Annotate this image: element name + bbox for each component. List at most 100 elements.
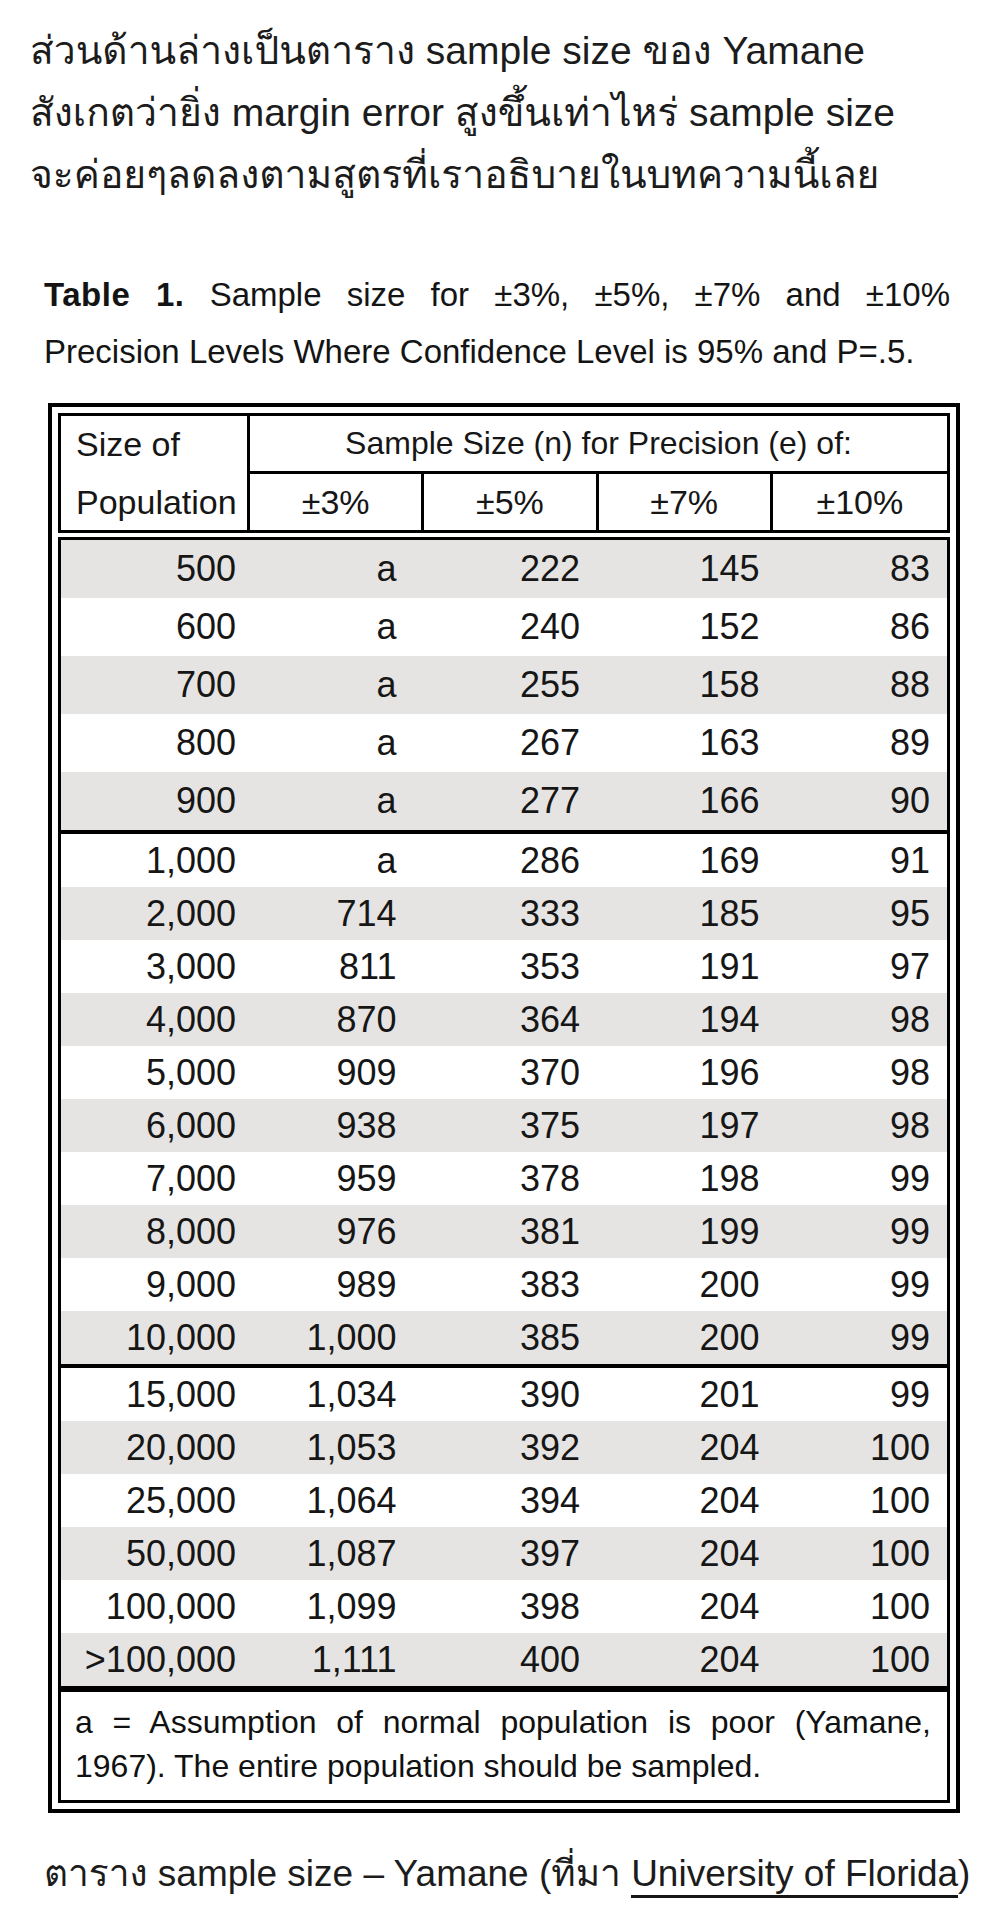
table-row: 10,0001,00038520099 <box>61 1311 947 1364</box>
intro-line: จะค่อยๆลดลงตามสูตรที่เราอธิบายในบทความนี… <box>30 144 980 206</box>
sample-size-cell: 370 <box>427 1052 601 1094</box>
sample-size-cell: 198 <box>600 1158 774 1200</box>
sample-size-cell: 98 <box>774 1105 948 1147</box>
table-row: 500a22214583 <box>61 540 947 598</box>
population-header-line1: Size of <box>76 425 243 464</box>
sample-size-cell: 152 <box>600 606 774 648</box>
population-cell: 8,000 <box>61 1211 253 1253</box>
sample-size-cell: 199 <box>600 1211 774 1253</box>
population-cell: 600 <box>61 606 253 648</box>
population-cell: 7,000 <box>61 1158 253 1200</box>
sample-size-cell: a <box>253 548 427 590</box>
precision-header-row: ±3% ±5% ±7% ±10% <box>250 474 947 530</box>
sample-size-cell: 1,111 <box>253 1639 427 1681</box>
table-row: 5,00090937019698 <box>61 1046 947 1099</box>
population-cell: 3,000 <box>61 946 253 988</box>
sample-size-cell: 98 <box>774 1052 948 1094</box>
population-cell: 1,000 <box>61 840 253 882</box>
sample-size-cell: 169 <box>600 840 774 882</box>
sample-size-cell: a <box>253 840 427 882</box>
row-group: 15,0001,0343902019920,0001,0533922041002… <box>61 1364 947 1686</box>
sample-size-cell: 99 <box>774 1317 948 1359</box>
sample-size-cell: 1,099 <box>253 1586 427 1628</box>
precision-header-group: Sample Size (n) for Precision (e) of: ±3… <box>250 416 947 530</box>
sample-size-cell: 240 <box>427 606 601 648</box>
sample-size-cell: 909 <box>253 1052 427 1094</box>
bottom-caption-prefix: ตาราง sample size – Yamane (ที่มา <box>44 1853 631 1894</box>
sample-size-cell: 100 <box>774 1533 948 1575</box>
sample-size-cell: 158 <box>600 664 774 706</box>
precision-header-10pct: ±10% <box>773 474 947 530</box>
sample-size-cell: 86 <box>774 606 948 648</box>
sample-size-cell: 100 <box>774 1480 948 1522</box>
span-header: Sample Size (n) for Precision (e) of: <box>250 416 947 474</box>
table-row: 9,00098938320099 <box>61 1258 947 1311</box>
population-column-header: Size of Population <box>61 416 250 530</box>
sample-size-cell: 98 <box>774 999 948 1041</box>
sample-size-cell: 88 <box>774 664 948 706</box>
sample-size-cell: 185 <box>600 893 774 935</box>
sample-size-cell: 870 <box>253 999 427 1041</box>
bottom-caption-suffix: ) <box>958 1853 970 1894</box>
intro-paragraph: ส่วนด้านล่างเป็นตาราง sample size ของ Ya… <box>30 20 980 206</box>
row-group: 1,000a286169912,000714333185953,00081135… <box>61 830 947 1364</box>
sample-size-cell: 99 <box>774 1211 948 1253</box>
table-row: 800a26716389 <box>61 714 947 772</box>
sample-size-cell: 392 <box>427 1427 601 1469</box>
sample-size-cell: 100 <box>774 1586 948 1628</box>
table-row: 1,000a28616991 <box>61 834 947 887</box>
sample-size-cell: 398 <box>427 1586 601 1628</box>
sample-size-cell: 989 <box>253 1264 427 1306</box>
population-cell: 20,000 <box>61 1427 253 1469</box>
sample-size-cell: 204 <box>600 1427 774 1469</box>
table-row: 600a24015286 <box>61 598 947 656</box>
sample-size-cell: 286 <box>427 840 601 882</box>
sample-size-cell: 91 <box>774 840 948 882</box>
sample-size-cell: 99 <box>774 1158 948 1200</box>
sample-size-cell: 196 <box>600 1052 774 1094</box>
table-row: 700a25515888 <box>61 656 947 714</box>
population-cell: 5,000 <box>61 1052 253 1094</box>
population-cell: 50,000 <box>61 1533 253 1575</box>
sample-size-cell: 163 <box>600 722 774 764</box>
population-cell: 2,000 <box>61 893 253 935</box>
sample-size-cell: 145 <box>600 548 774 590</box>
sample-size-cell: a <box>253 722 427 764</box>
table-row: 900a27716690 <box>61 772 947 830</box>
sample-size-cell: 255 <box>427 664 601 706</box>
sample-size-cell: 397 <box>427 1533 601 1575</box>
precision-header-5pct: ±5% <box>424 474 598 530</box>
population-cell: 4,000 <box>61 999 253 1041</box>
sample-size-cell: 1,034 <box>253 1374 427 1416</box>
table-caption-label: Table 1. <box>44 276 184 313</box>
sample-size-cell: 191 <box>600 946 774 988</box>
sample-size-cell: 353 <box>427 946 601 988</box>
sample-size-cell: 89 <box>774 722 948 764</box>
table-row: 100,0001,099398204100 <box>61 1580 947 1633</box>
population-cell: 25,000 <box>61 1480 253 1522</box>
sample-size-table: Size of Population Sample Size (n) for P… <box>48 403 960 1813</box>
sample-size-cell: 400 <box>427 1639 601 1681</box>
intro-line: สังเกตว่ายิ่ง margin error สูงขึ้นเท่าไห… <box>30 82 980 144</box>
sample-size-cell: 383 <box>427 1264 601 1306</box>
population-cell: 800 <box>61 722 253 764</box>
university-link[interactable]: University of Florida <box>631 1853 958 1898</box>
bottom-caption: ตาราง sample size – Yamane (ที่มา Univer… <box>44 1843 984 1902</box>
sample-size-cell: 1,087 <box>253 1533 427 1575</box>
sample-size-cell: 204 <box>600 1639 774 1681</box>
table-row: 8,00097638119999 <box>61 1205 947 1258</box>
population-cell: 9,000 <box>61 1264 253 1306</box>
precision-header-7pct: ±7% <box>599 474 773 530</box>
sample-size-cell: 811 <box>253 946 427 988</box>
sample-size-cell: 364 <box>427 999 601 1041</box>
sample-size-cell: 166 <box>600 780 774 822</box>
page: { "intro": { "lines": [ "ส่วนด้านล่างเป็… <box>0 0 999 1919</box>
population-cell: 100,000 <box>61 1586 253 1628</box>
sample-size-cell: 201 <box>600 1374 774 1416</box>
table-row: 20,0001,053392204100 <box>61 1421 947 1474</box>
population-cell: 10,000 <box>61 1317 253 1359</box>
population-cell: >100,000 <box>61 1639 253 1681</box>
table-footnote: a = Assumption of normal population is p… <box>58 1689 950 1803</box>
sample-size-cell: 394 <box>427 1480 601 1522</box>
table-header: Size of Population Sample Size (n) for P… <box>58 413 950 533</box>
